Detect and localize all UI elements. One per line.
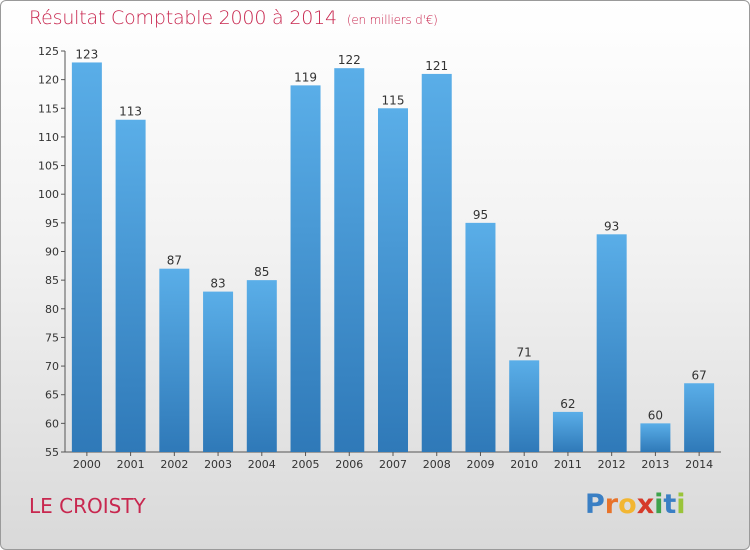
x-tick-label: 2008 (423, 458, 451, 471)
y-tick-label: 80 (45, 303, 59, 316)
bar (246, 280, 277, 452)
y-tick-label: 100 (38, 188, 59, 201)
bar-value-label: 87 (167, 254, 182, 268)
bar-value-label: 93 (604, 219, 619, 233)
logo-letter: P (585, 489, 605, 520)
logo-letter: t (663, 489, 677, 520)
bar-value-label: 123 (75, 47, 98, 61)
chart-labels: 2000 123 2001 113 2002 87 2003 83 2004 85 2005 119 2… (73, 47, 713, 471)
x-tick-label: 2003 (204, 458, 232, 471)
y-tick-label: 90 (45, 246, 59, 259)
bar-value-label: 115 (382, 93, 405, 107)
x-tick-label: 2014 (685, 458, 713, 471)
bar-value-label: 71 (517, 345, 532, 359)
bar (290, 85, 321, 452)
bar-value-label: 62 (560, 397, 575, 411)
y-tick-label: 65 (45, 389, 59, 402)
y-tick-label: 85 (45, 274, 59, 287)
bar (465, 222, 496, 452)
x-tick-label: 2006 (335, 458, 363, 471)
bar (684, 383, 715, 452)
x-tick-label: 2009 (466, 458, 494, 471)
bar-value-label: 121 (425, 59, 448, 73)
bar-value-label: 67 (691, 368, 706, 382)
x-tick-label: 2007 (379, 458, 407, 471)
bar (552, 411, 583, 452)
y-tick-label: 110 (38, 131, 59, 144)
x-tick-label: 2005 (292, 458, 320, 471)
bar-value-label: 60 (648, 408, 663, 422)
bar (115, 119, 146, 452)
bar (640, 423, 671, 452)
bar-value-label: 83 (210, 277, 225, 291)
bar (596, 234, 627, 452)
bar (203, 291, 234, 452)
x-tick-label: 2002 (160, 458, 188, 471)
bar-value-label: 95 (473, 208, 488, 222)
logo-letter: r (604, 489, 619, 520)
chart-title-text: Résultat Comptable 2000 à 2014 (29, 7, 337, 29)
bar (334, 68, 365, 452)
chart-title: Résultat Comptable 2000 à 2014 (en millie… (29, 7, 438, 29)
bar-value-label: 119 (294, 70, 317, 84)
chart-bars (71, 62, 715, 453)
y-tick-label: 120 (38, 74, 59, 87)
bar (159, 268, 190, 452)
bar-value-label: 85 (254, 265, 269, 279)
y-tick-label: 55 (45, 446, 59, 459)
commune-name: LE CROISTY (29, 494, 146, 518)
y-tick-label: 60 (45, 417, 59, 430)
bar-value-label: 122 (338, 53, 361, 67)
y-tick-label: 125 (38, 45, 59, 58)
bar (71, 62, 102, 452)
x-tick-label: 2010 (510, 458, 538, 471)
x-tick-label: 2011 (554, 458, 582, 471)
proxiti-logo[interactable]: Proxiti (585, 489, 686, 520)
y-tick-label: 105 (38, 160, 59, 173)
logo-letter: i (654, 489, 664, 520)
y-tick-label: 70 (45, 360, 59, 373)
x-tick-label: 2001 (117, 458, 145, 471)
chart-subtitle: (en milliers d'€) (346, 13, 438, 27)
bar-value-label: 113 (119, 105, 142, 119)
logo-letter: x (636, 489, 655, 520)
x-tick-label: 2000 (73, 458, 101, 471)
logo-letter: o (618, 489, 637, 520)
bar (378, 108, 408, 453)
bar (509, 360, 540, 452)
y-tick-label: 95 (45, 217, 59, 230)
y-tick-label: 115 (38, 102, 59, 115)
x-tick-label: 2013 (641, 458, 669, 471)
x-tick-label: 2012 (598, 458, 626, 471)
y-tick-label: 75 (45, 331, 59, 344)
bar (421, 73, 452, 453)
logo-letter: i (676, 489, 686, 520)
x-tick-label: 2004 (248, 458, 276, 471)
